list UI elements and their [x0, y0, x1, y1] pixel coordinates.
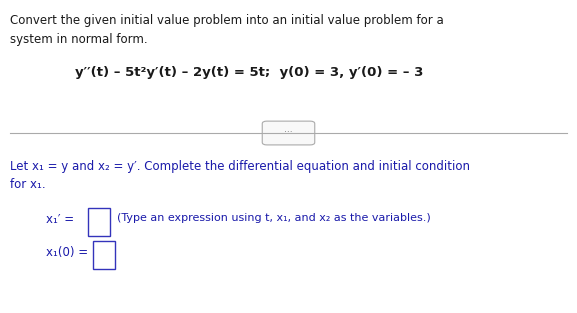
Text: (Type an expression using t, x₁, and x₂ as the variables.): (Type an expression using t, x₁, and x₂ …	[117, 213, 430, 223]
Text: Let x₁ = y and x₂ = y′. Complete the differential equation and initial condition: Let x₁ = y and x₂ = y′. Complete the dif…	[10, 160, 470, 173]
Text: y′′(t) – 5t²y′(t) – 2y(t) = 5t;  y(0) = 3, y′(0) = – 3: y′′(t) – 5t²y′(t) – 2y(t) = 5t; y(0) = 3…	[75, 66, 424, 79]
Bar	[93, 241, 115, 269]
Text: ···: ···	[284, 129, 293, 137]
Bar	[88, 208, 110, 236]
Text: Convert the given initial value problem into an initial value problem for a: Convert the given initial value problem …	[10, 14, 444, 27]
Text: system in normal form.: system in normal form.	[10, 33, 148, 46]
Text: x₁(0) =: x₁(0) =	[46, 246, 92, 259]
Text: for x₁.: for x₁.	[10, 178, 46, 192]
Text: x₁′ =: x₁′ =	[46, 213, 78, 226]
FancyBboxPatch shape	[262, 121, 314, 145]
